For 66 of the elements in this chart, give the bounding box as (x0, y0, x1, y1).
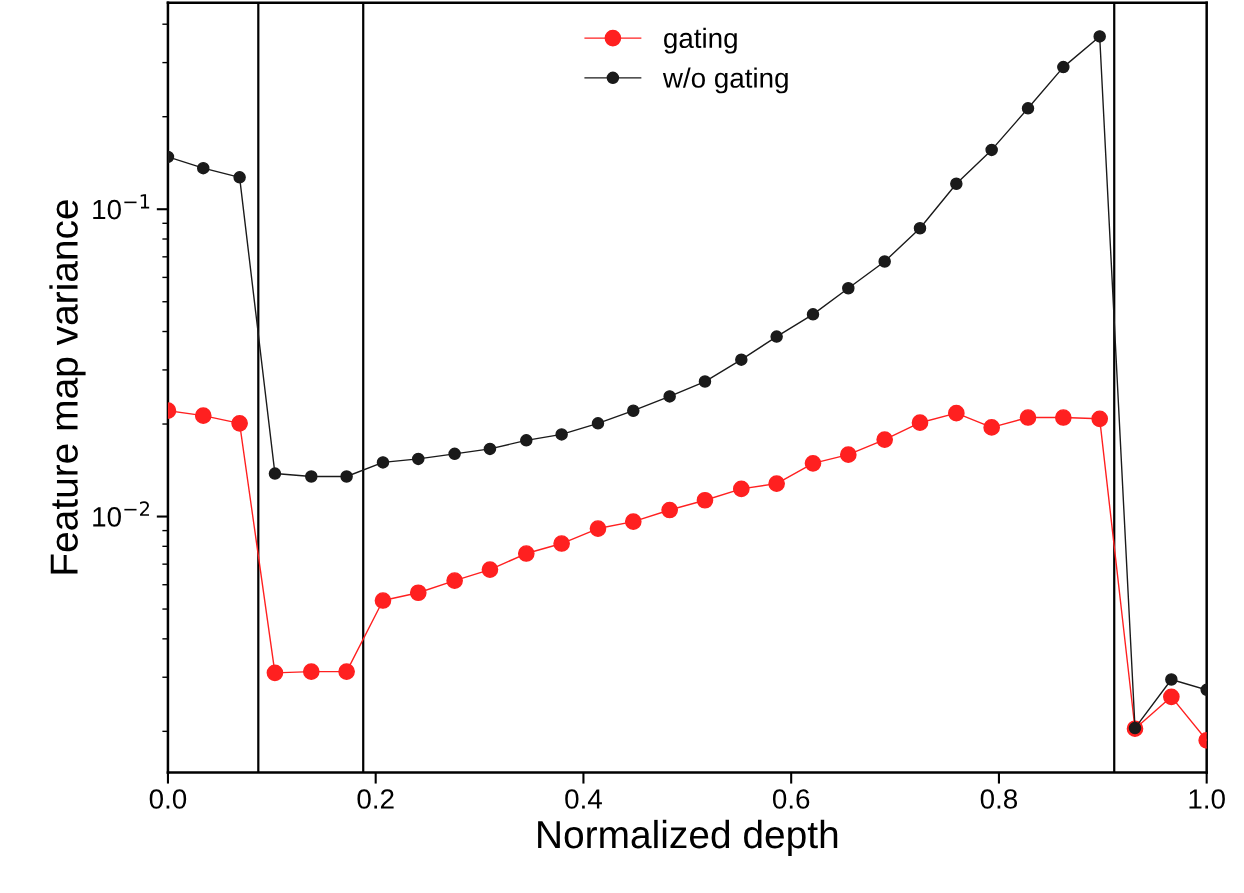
point (517, 545, 535, 562)
point (913, 222, 927, 235)
x-tick-label: 1.0 (1189, 789, 1225, 809)
point (698, 375, 712, 388)
x-tick-label: 0.6 (772, 789, 810, 809)
point (735, 353, 748, 366)
point (948, 404, 965, 422)
legend-label: w/o gating (662, 67, 788, 94)
point (374, 592, 392, 609)
point (1091, 410, 1109, 428)
y-tick-label: 10$^{−1}$ (93, 194, 150, 220)
point (483, 442, 497, 456)
point (1165, 673, 1178, 686)
y-axis-title: Feature map variance (49, 200, 86, 574)
point (340, 470, 353, 483)
point (983, 419, 1000, 436)
point (985, 143, 998, 157)
point (233, 171, 246, 184)
point (911, 414, 929, 432)
point (732, 480, 750, 498)
x-axis-title: Normalized depth (538, 819, 838, 857)
point (842, 282, 855, 295)
point (696, 491, 714, 509)
point (197, 161, 210, 175)
point (302, 663, 320, 680)
point (448, 447, 461, 461)
x-tick-label: 0.8 (980, 789, 1018, 809)
point (768, 475, 785, 492)
point (338, 663, 355, 680)
point (412, 452, 425, 466)
y-tick-label: 10$^{−2}$ (93, 501, 150, 527)
point (305, 470, 318, 483)
x-tick-label: 0.4 (565, 789, 602, 809)
point (266, 664, 284, 682)
point (876, 431, 894, 448)
point (1057, 60, 1070, 74)
point (627, 404, 640, 417)
point (663, 390, 676, 403)
point (231, 415, 248, 432)
point (481, 561, 499, 578)
point (878, 255, 891, 268)
point (839, 446, 857, 463)
point (194, 407, 212, 424)
point (589, 520, 607, 537)
point (770, 330, 783, 343)
point (520, 434, 533, 447)
point (376, 456, 390, 469)
point (804, 454, 822, 472)
point (1093, 30, 1106, 43)
point (1163, 688, 1180, 706)
point (591, 417, 605, 430)
point (1054, 409, 1072, 426)
x-tick-label: 0.0 (149, 789, 187, 809)
point (661, 501, 678, 519)
point (446, 572, 463, 589)
point (1021, 102, 1035, 115)
point (553, 535, 570, 552)
point (624, 513, 642, 530)
point (409, 584, 427, 602)
legend-label: gating (664, 27, 737, 54)
point (555, 428, 568, 441)
point (1019, 409, 1037, 426)
point (268, 467, 282, 480)
x-tick-label: 0.2 (357, 789, 394, 809)
point (806, 308, 820, 321)
point (950, 177, 963, 191)
